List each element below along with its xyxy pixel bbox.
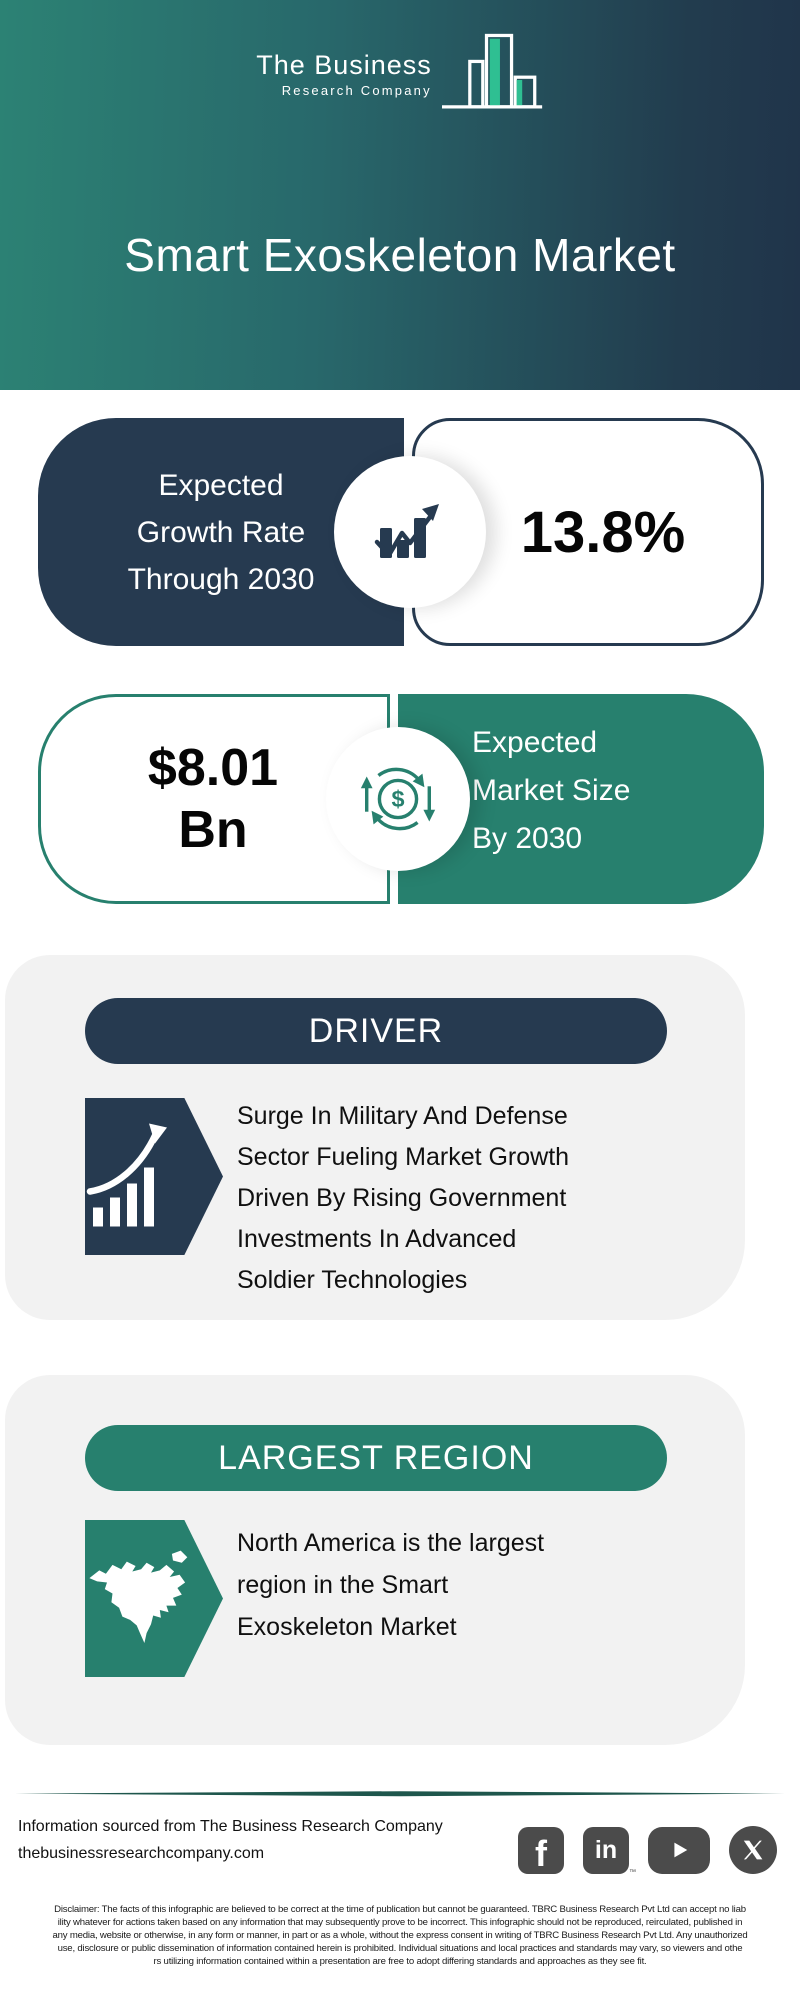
market-size-value-line: $8.01 (147, 739, 279, 797)
growth-trend-icon (334, 456, 486, 608)
disclaimer-line: rs utilizing information contained withi… (153, 1956, 647, 1967)
brand-subname: Research Company (281, 83, 432, 98)
largest-region-text: North America is the largest region in t… (237, 1522, 544, 1648)
driver-text-line: Driven By Rising Government (237, 1184, 567, 1212)
brand-logo: The Business Research Company (0, 22, 800, 112)
disclaimer-text: Disclaimer: The facts of this infographi… (8, 1903, 792, 1968)
footer-divider (15, 1791, 785, 1797)
largest-region-section: LARGEST REGION North America is the larg… (5, 1375, 745, 1745)
driver-text-line: Investments In Advanced (237, 1225, 517, 1253)
brand-name: The Business (256, 50, 432, 80)
growth-rate-label-line: Expected (158, 468, 284, 502)
x-logo-glyph (743, 1840, 763, 1860)
market-size-label-line: Market Size (472, 774, 631, 807)
play-icon (674, 1842, 688, 1858)
growth-bars-arrow-graphic (86, 1123, 167, 1226)
driver-heading: DRIVER (85, 998, 667, 1064)
growth-rate-stat: Expected Growth Rate Through 2030 13.8% (38, 418, 764, 646)
driver-text-line: Surge In Military And Defense (237, 1102, 568, 1130)
driver-section: DRIVER Surge In Military And Defense Sec… (5, 955, 745, 1320)
largest-region-text-line: Exoskeleton Market (237, 1613, 457, 1641)
dollar-exchange-icon: $ (326, 727, 470, 871)
disclaimer-line: any media, website or otherwise, in any … (52, 1930, 748, 1941)
north-america-map-icon (85, 1520, 223, 1677)
growth-rate-label-line: Through 2030 (127, 562, 315, 596)
x-icon[interactable] (729, 1826, 777, 1874)
market-size-label-line: By 2030 (472, 822, 583, 855)
website-link[interactable]: thebusinessresearchcompany.com (18, 1845, 265, 1862)
page-title: Smart Exoskeleton Market (124, 229, 676, 281)
growth-rate-label: Expected Growth Rate Through 2030 (128, 462, 315, 603)
north-america-map-graphic (89, 1550, 188, 1643)
disclaimer-line: ility whatever for actions taken based o… (57, 1917, 743, 1928)
driver-text-line: Sector Fueling Market Growth (237, 1143, 570, 1171)
growth-rate-label-line: Growth Rate (136, 515, 306, 549)
linkedin-icon[interactable]: in ™ (583, 1826, 636, 1876)
market-size-value: $8.01 Bn (48, 694, 378, 904)
driver-text-line: Soldier Technologies (237, 1266, 468, 1294)
largest-region-text-line: North America is the largest (237, 1529, 545, 1557)
market-size-label: Expected Market Size By 2030 (472, 719, 630, 863)
brand-logo-text: The Business Research Company (256, 50, 432, 112)
disclaimer-line: Disclaimer: The facts of this infographi… (54, 1904, 746, 1915)
largest-region-heading: LARGEST REGION (85, 1425, 667, 1491)
linkedin-trademark: ™ (629, 1868, 636, 1876)
growth-rate-value: 13.8% (520, 499, 686, 565)
growth-bars-arrow-icon (85, 1098, 223, 1255)
header-banner: The Business Research Company Smart Exos… (0, 0, 800, 390)
market-size-stat: $8.01 Bn Expected Market Size By 2030 $ (38, 694, 764, 904)
market-size-value-line: Bn (178, 801, 248, 859)
youtube-icon[interactable] (648, 1826, 710, 1874)
largest-region-text-line: region in the Smart (237, 1571, 449, 1599)
bar-chart-logo-icon (441, 33, 542, 109)
growth-trend-icon-graphic (374, 504, 439, 558)
disclaimer-line: use, disclosure or public dissemination … (57, 1943, 743, 1954)
market-size-label-panel: Expected Market Size By 2030 (398, 694, 764, 904)
market-size-label-line: Expected (472, 726, 598, 759)
dollar-exchange-icon-graphic: $ (360, 767, 436, 831)
source-text: Information sourced from The Business Re… (18, 1818, 443, 1835)
social-links: f in ™ (518, 1826, 777, 1876)
driver-text: Surge In Military And Defense Sector Fue… (237, 1096, 569, 1301)
svg-text:$: $ (391, 786, 404, 812)
facebook-icon[interactable]: f (518, 1826, 564, 1874)
